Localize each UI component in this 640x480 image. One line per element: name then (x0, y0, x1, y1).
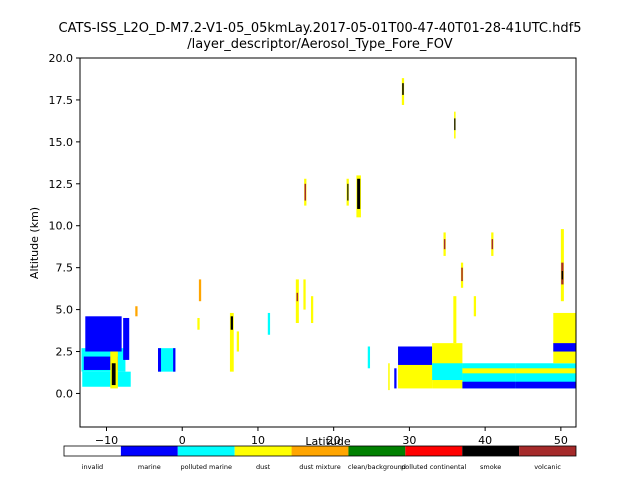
colorbar-label: invalid (82, 463, 104, 471)
aerosol-layer-21 (304, 183, 307, 201)
colorbar-swatch (462, 446, 520, 456)
y-axis-ticks: 0.0 2.5 5.0 7.5 10.0 12.5 15.0 17.5 20.0 (49, 52, 80, 400)
aerosol-layer-56 (561, 271, 564, 280)
colorbar-swatch (177, 446, 235, 456)
aerosol-layer-29 (394, 368, 397, 389)
aerosol-layer-2 (83, 356, 118, 370)
aerosol-layer-7 (135, 306, 138, 317)
y-tick-label: 0.0 (56, 387, 74, 400)
y-axis-label: Altitude (km) (28, 207, 41, 279)
y-tick-label: 10.0 (49, 220, 74, 233)
aerosol-layer-51 (515, 368, 576, 374)
aerosol-layer-11 (198, 279, 202, 302)
colorbar-label: dust (256, 463, 271, 471)
colorbar-label: polluted marine (180, 463, 232, 471)
aerosol-layer-35 (432, 363, 463, 381)
aerosol-layer-8 (158, 348, 176, 372)
aerosol-layer-19 (303, 279, 306, 310)
y-tick-label: 17.5 (49, 94, 74, 107)
colorbar: invalid marine polluted marine dust dust mix… (63, 445, 577, 471)
aerosol-layer-13 (229, 312, 234, 372)
colorbar-label: volcanic (534, 463, 561, 471)
aerosol-layer-26 (357, 178, 361, 209)
y-tick-label: 7.5 (56, 262, 74, 275)
aerosol-layer-48 (491, 239, 494, 250)
x-tick-label: 0 (179, 434, 186, 447)
colorbar-swatch (405, 446, 463, 456)
aerosol-layer-16 (267, 312, 271, 335)
aerosol-layer-18 (296, 292, 299, 302)
aerosol-layer-1 (82, 371, 131, 387)
x-tick-label: 40 (478, 434, 492, 447)
aerosol-layer-44 (462, 381, 516, 389)
aerosol-layer-40 (454, 118, 456, 131)
colorbar-label: polluted continental (401, 463, 466, 471)
colorbar-frame (63, 445, 577, 457)
aerosol-layer-46 (473, 296, 477, 317)
colorbar-swatch (234, 446, 292, 456)
colorbar-swatch (291, 446, 349, 456)
aerosol-layer-5 (111, 363, 116, 386)
aerosol-layer-31 (398, 346, 433, 365)
x-axis-label: Latitude (305, 435, 351, 448)
colorbar-swatch (120, 446, 178, 456)
y-tick-label: 12.5 (49, 178, 74, 191)
y-tick-label: 2.5 (56, 346, 74, 359)
x-tick-label: 30 (402, 434, 416, 447)
x-tick-label: 50 (554, 434, 568, 447)
chart-title: CATS-ISS_L2O_D-M7.2-V1-05_05kmLay.2017-0… (58, 21, 582, 36)
y-tick-label: 15.0 (49, 136, 74, 149)
aerosol-layer-3 (85, 316, 122, 352)
plot-frame (79, 57, 577, 428)
aerosol-layer-6 (123, 317, 130, 360)
y-tick-label: 20.0 (49, 52, 74, 65)
aerosol-layer-50 (515, 381, 576, 389)
x-axis-ticks: −10 0 10 20 30 40 50 (95, 427, 568, 447)
aerosol-layer-27 (367, 346, 371, 369)
colorbar-label: clean/background (348, 463, 406, 471)
aerosol-layer-52 (553, 312, 576, 364)
aerosol-layer-10 (173, 348, 176, 372)
colorbar-label: dust mixture (299, 463, 340, 471)
x-tick-label: −10 (95, 434, 118, 447)
aerosol-layer-38 (453, 296, 457, 344)
aerosol-layer-28 (388, 363, 390, 391)
aerosol-layer-12 (197, 317, 200, 330)
colorbar-swatch (64, 446, 121, 456)
colorbar-swatch (519, 446, 576, 456)
chart-subtitle: /layer_descriptor/Aerosol_Type_Fore_FOV (187, 37, 453, 52)
aerosol-layer-24 (347, 183, 349, 201)
aerosol-layer-15 (236, 331, 240, 352)
colorbar-label: marine (138, 463, 161, 471)
aerosol-layer-9 (158, 348, 162, 372)
colorbar-swatch (348, 446, 406, 456)
x-tick-label: 10 (251, 434, 265, 447)
aerosol-layer-33 (402, 83, 404, 95)
aerosol-layer-14 (230, 316, 233, 330)
aerosol-layer-37 (443, 239, 446, 250)
aerosol-layer-53 (553, 343, 576, 352)
aerosol-layer-45 (462, 368, 516, 374)
aerosol-layer-42 (461, 267, 463, 282)
y-tick-label: 5.0 (56, 304, 74, 317)
aerosol-layers (81, 78, 576, 391)
colorbar-label: smoke (480, 463, 501, 471)
aerosol-layer-22 (310, 296, 314, 324)
x-tick-label: 20 (327, 434, 341, 447)
